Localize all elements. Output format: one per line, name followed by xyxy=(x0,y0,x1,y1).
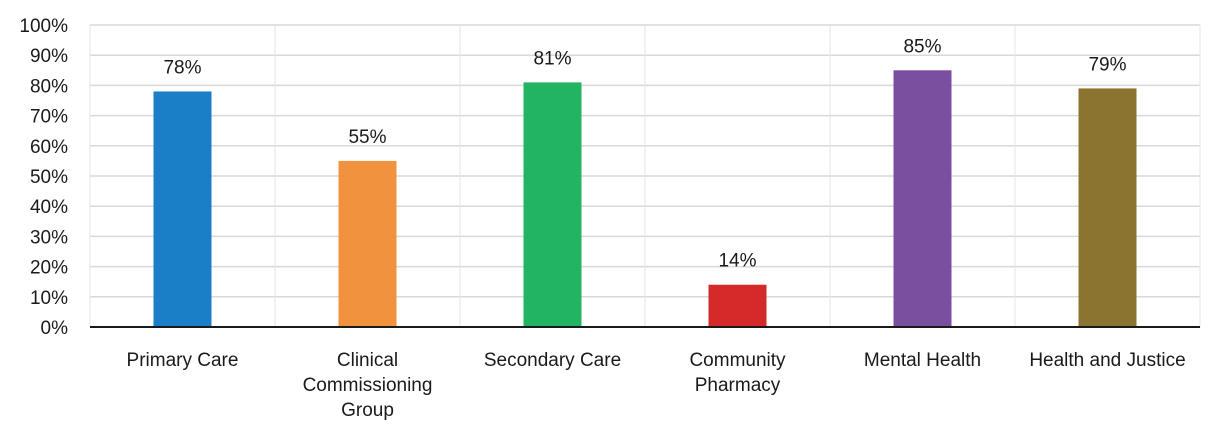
category-label: Primary Care xyxy=(127,350,239,371)
data-label: 81% xyxy=(533,48,571,69)
bar-1 xyxy=(338,160,397,327)
y-tick-label: 10% xyxy=(30,288,68,309)
y-tick-label: 40% xyxy=(30,197,68,218)
category-label: Health and Justice xyxy=(1029,350,1185,371)
category-label: Commissioning xyxy=(303,375,433,396)
data-label: 85% xyxy=(903,36,941,57)
gridlines xyxy=(89,24,1201,327)
y-tick-label: 20% xyxy=(30,258,68,279)
bar-5 xyxy=(1078,88,1137,327)
bars xyxy=(153,70,1137,328)
bar-2 xyxy=(523,82,582,327)
category-label: Community xyxy=(689,350,786,371)
bar-0 xyxy=(153,91,212,327)
y-tick-label: 70% xyxy=(30,107,68,128)
y-tick-label: 50% xyxy=(30,167,68,188)
y-tick-label: 80% xyxy=(30,76,68,97)
bar-4 xyxy=(893,70,952,328)
y-axis-tick-labels: 0% 10% 20% 30% 40% 50% 60% 70% 80% 90% 100% xyxy=(19,16,68,339)
data-labels: 78% 55% 81% 14% 85% 79% xyxy=(163,36,1126,271)
y-tick-label: 60% xyxy=(30,137,68,158)
y-tick-label: 0% xyxy=(41,318,69,339)
data-label: 55% xyxy=(348,127,386,148)
category-label: Mental Health xyxy=(864,350,981,371)
data-label: 78% xyxy=(163,57,201,78)
y-tick-label: 90% xyxy=(30,46,68,67)
category-label: Clinical xyxy=(337,350,398,371)
bar-3 xyxy=(708,284,767,327)
x-axis-category-labels: Primary Care Clinical Commissioning Group Se… xyxy=(127,350,1186,421)
y-tick-label: 30% xyxy=(30,227,68,248)
y-tick-label: 100% xyxy=(19,16,68,37)
category-label: Pharmacy xyxy=(695,375,781,396)
category-label: Secondary Care xyxy=(484,350,621,371)
category-label: Group xyxy=(341,400,394,421)
data-label: 14% xyxy=(718,251,756,272)
data-label: 79% xyxy=(1088,54,1126,75)
